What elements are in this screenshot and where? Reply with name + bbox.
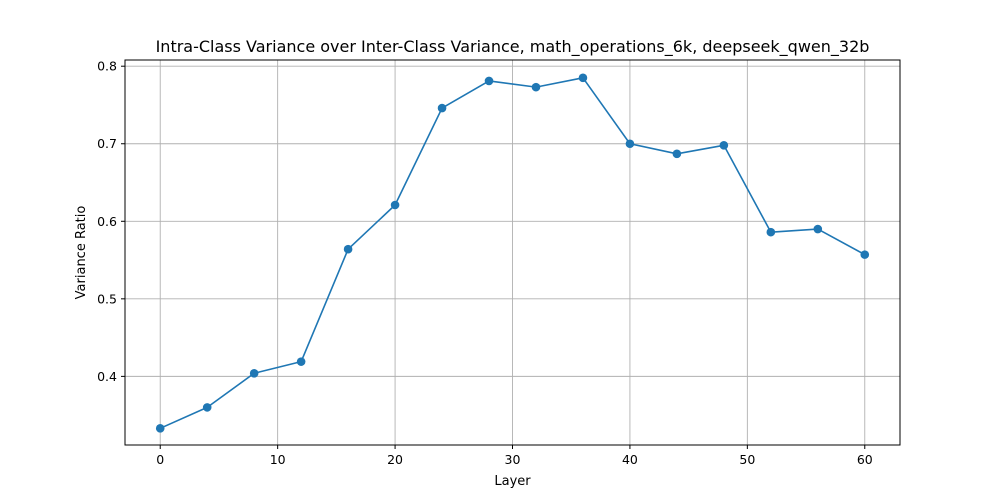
data-point: [155, 424, 165, 433]
data-point: [766, 227, 776, 237]
y-tick-label: 0.8: [97, 59, 117, 74]
x-axis-label: Layer: [494, 474, 531, 489]
data-point: [813, 224, 823, 234]
data-point: [531, 82, 541, 92]
y-tick-label: 0.4: [97, 369, 117, 384]
x-tick-label: 10: [270, 452, 286, 467]
data-point: [860, 250, 870, 259]
data-point: [672, 149, 682, 159]
x-tick-label: 30: [505, 452, 521, 467]
x-tick-label: 60: [857, 452, 873, 467]
grid-lines: [125, 60, 900, 445]
data-point: [249, 368, 259, 378]
y-tick-label: 0.5: [97, 291, 117, 306]
series-line: [159, 77, 866, 430]
series-layer: [155, 73, 870, 433]
data-point: [625, 139, 635, 149]
data-point: [484, 76, 494, 86]
data-point: [437, 103, 447, 113]
chart-title: Intra-Class Variance over Inter-Class Va…: [156, 37, 870, 57]
x-tick-label: 20: [387, 452, 403, 467]
y-tick-label: 0.6: [97, 214, 117, 229]
axis-ticks: 0 10 20 30 40 50 60 0.4 0.5 0.6 0.7 0.8: [97, 59, 873, 467]
y-tick-label: 0.7: [97, 136, 117, 151]
data-point: [390, 200, 400, 210]
data-point: [578, 73, 588, 83]
data-point: [719, 140, 729, 150]
data-point: [343, 244, 353, 254]
data-point: [296, 357, 306, 366]
x-tick-label: 50: [739, 452, 755, 467]
y-axis-label: Variance Ratio: [74, 206, 89, 300]
data-point: [202, 403, 212, 412]
x-tick-label: 40: [622, 452, 638, 467]
x-tick-label: 0: [156, 452, 164, 467]
